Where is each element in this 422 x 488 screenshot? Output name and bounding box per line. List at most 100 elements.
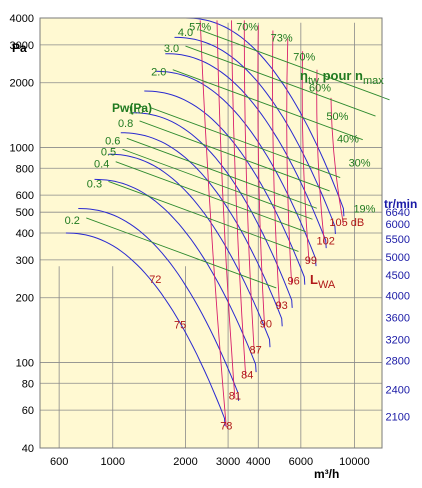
sound-and-efficiency-curves — [199, 20, 344, 428]
x-tick-label: 2000 — [173, 456, 197, 468]
sound-label: 87 — [249, 344, 261, 356]
iso-curve — [301, 51, 310, 264]
x-axis-unit: m³/h — [314, 467, 339, 481]
efficiency-label: 60% — [309, 83, 331, 95]
speed-curve — [108, 153, 271, 348]
y-tick-label: 800 — [16, 163, 34, 175]
iso-curve — [231, 20, 247, 377]
efficiency-label: 73% — [271, 32, 293, 44]
speed-curve — [120, 132, 283, 327]
sound-label: 93 — [276, 300, 288, 312]
speed-curve — [78, 208, 240, 401]
x-tick-label: 600 — [50, 456, 68, 468]
power-label: 2.0 — [151, 67, 166, 79]
sound-label: 81 — [229, 391, 241, 403]
power-line — [122, 148, 313, 220]
speed-curve — [65, 232, 226, 427]
y-tick-label: 500 — [16, 207, 34, 219]
y-tick-label: 3000 — [10, 40, 34, 52]
iso-curve — [199, 20, 227, 428]
plot-frame — [39, 17, 383, 449]
rpm-tick-label: 2100 — [386, 412, 410, 424]
iso-curve — [316, 69, 325, 243]
efficiency-title-sub2: max — [363, 75, 384, 87]
y-tick-label: 40 — [22, 443, 34, 455]
iso-curve — [272, 30, 281, 308]
power-lines — [86, 29, 390, 289]
sound-title-symbol: L — [310, 272, 318, 287]
y-tick-label: 1000 — [10, 142, 34, 154]
y-tick-label: 400 — [16, 228, 34, 240]
x-tick-label: 10000 — [339, 456, 370, 468]
power-line — [115, 161, 306, 233]
sound-label: 84 — [241, 369, 253, 381]
iso-curve — [330, 97, 344, 225]
sound-label: 72 — [149, 274, 161, 286]
speed-curve — [185, 17, 345, 217]
iso-curve — [216, 20, 236, 399]
power-label: 3.0 — [164, 43, 179, 55]
y-tick-label: 600 — [16, 190, 34, 202]
power-label: 0.2 — [65, 215, 80, 227]
speed-curve — [155, 70, 317, 267]
efficiency-title: ηtw pour nmax — [300, 68, 384, 87]
power-line — [150, 107, 341, 179]
speed-curve — [94, 178, 257, 373]
rpm-tick-label: 6640 — [386, 207, 410, 219]
power-line — [199, 29, 390, 101]
power-line — [139, 120, 330, 192]
power-line — [86, 217, 277, 289]
sound-label: 78 — [220, 420, 232, 432]
rpm-tick-label: 4500 — [386, 270, 410, 282]
y-axis-ticks: 4000 3000 2000 1000 800 600 500 400 300 200 100 80 6… — [10, 13, 34, 455]
rpm-tick-label: 2400 — [386, 384, 410, 396]
rpm-tick-label: 2800 — [386, 356, 410, 368]
power-label: 0.5 — [101, 146, 116, 158]
iso-curve — [286, 38, 293, 285]
y-tick-label: 80 — [22, 378, 34, 390]
power-line — [185, 45, 376, 117]
power-label: 0.6 — [105, 135, 120, 147]
x-tick-label: 4000 — [246, 456, 270, 468]
rpm-tick-label: 6000 — [386, 219, 410, 231]
y-tick-label: 200 — [16, 293, 34, 305]
efficiency-title-rest: pour n — [319, 68, 363, 83]
efficiency-label: 19% — [353, 204, 375, 216]
sound-label: 90 — [260, 318, 272, 330]
efficiency-labels: 57% 70%73%70%60%50%40%30%19% — [189, 22, 376, 216]
efficiency-title-sub: tw — [308, 75, 319, 87]
power-line — [172, 69, 363, 141]
y-tick-label: 100 — [16, 357, 34, 369]
power-labels: 4.0 3.0 2.0 1.00.8 0.60.50.4 0.3 0.2 — [65, 27, 194, 227]
y-tick-label: 4000 — [10, 13, 34, 25]
y-axis-unit: Pa — [12, 41, 27, 55]
speed-curve — [131, 112, 293, 308]
power-label: 4.0 — [178, 27, 193, 39]
rpm-tick-label: 3600 — [386, 312, 410, 324]
sound-title-sub: WA — [318, 279, 336, 291]
speed-curve — [174, 36, 336, 235]
efficiency-label: 50% — [326, 111, 348, 123]
power-line — [108, 181, 299, 252]
power-label: 0.3 — [87, 178, 102, 190]
y-tick-label: 300 — [16, 255, 34, 267]
x-tick-label: 3000 — [216, 456, 240, 468]
efficiency-label: 30% — [349, 158, 371, 170]
efficiency-title-symbol: η — [300, 68, 308, 83]
power-line — [126, 137, 317, 209]
sound-label: 105 dB — [329, 217, 364, 229]
speed-curve — [165, 53, 327, 249]
sound-label: 99 — [305, 255, 317, 267]
y-tick-label: 60 — [22, 405, 34, 417]
rpm-tick-label: 5500 — [386, 234, 410, 246]
sound-label: 75 — [174, 320, 186, 332]
efficiency-label: 40% — [337, 134, 359, 146]
y-tick-label: 2000 — [10, 78, 34, 90]
rpm-tick-label: 3200 — [386, 334, 410, 346]
power-label: 0.8 — [118, 118, 133, 130]
efficiency-label: 70% — [236, 22, 258, 34]
power-label: 1.0 — [129, 105, 144, 117]
iso-curve — [243, 20, 255, 354]
